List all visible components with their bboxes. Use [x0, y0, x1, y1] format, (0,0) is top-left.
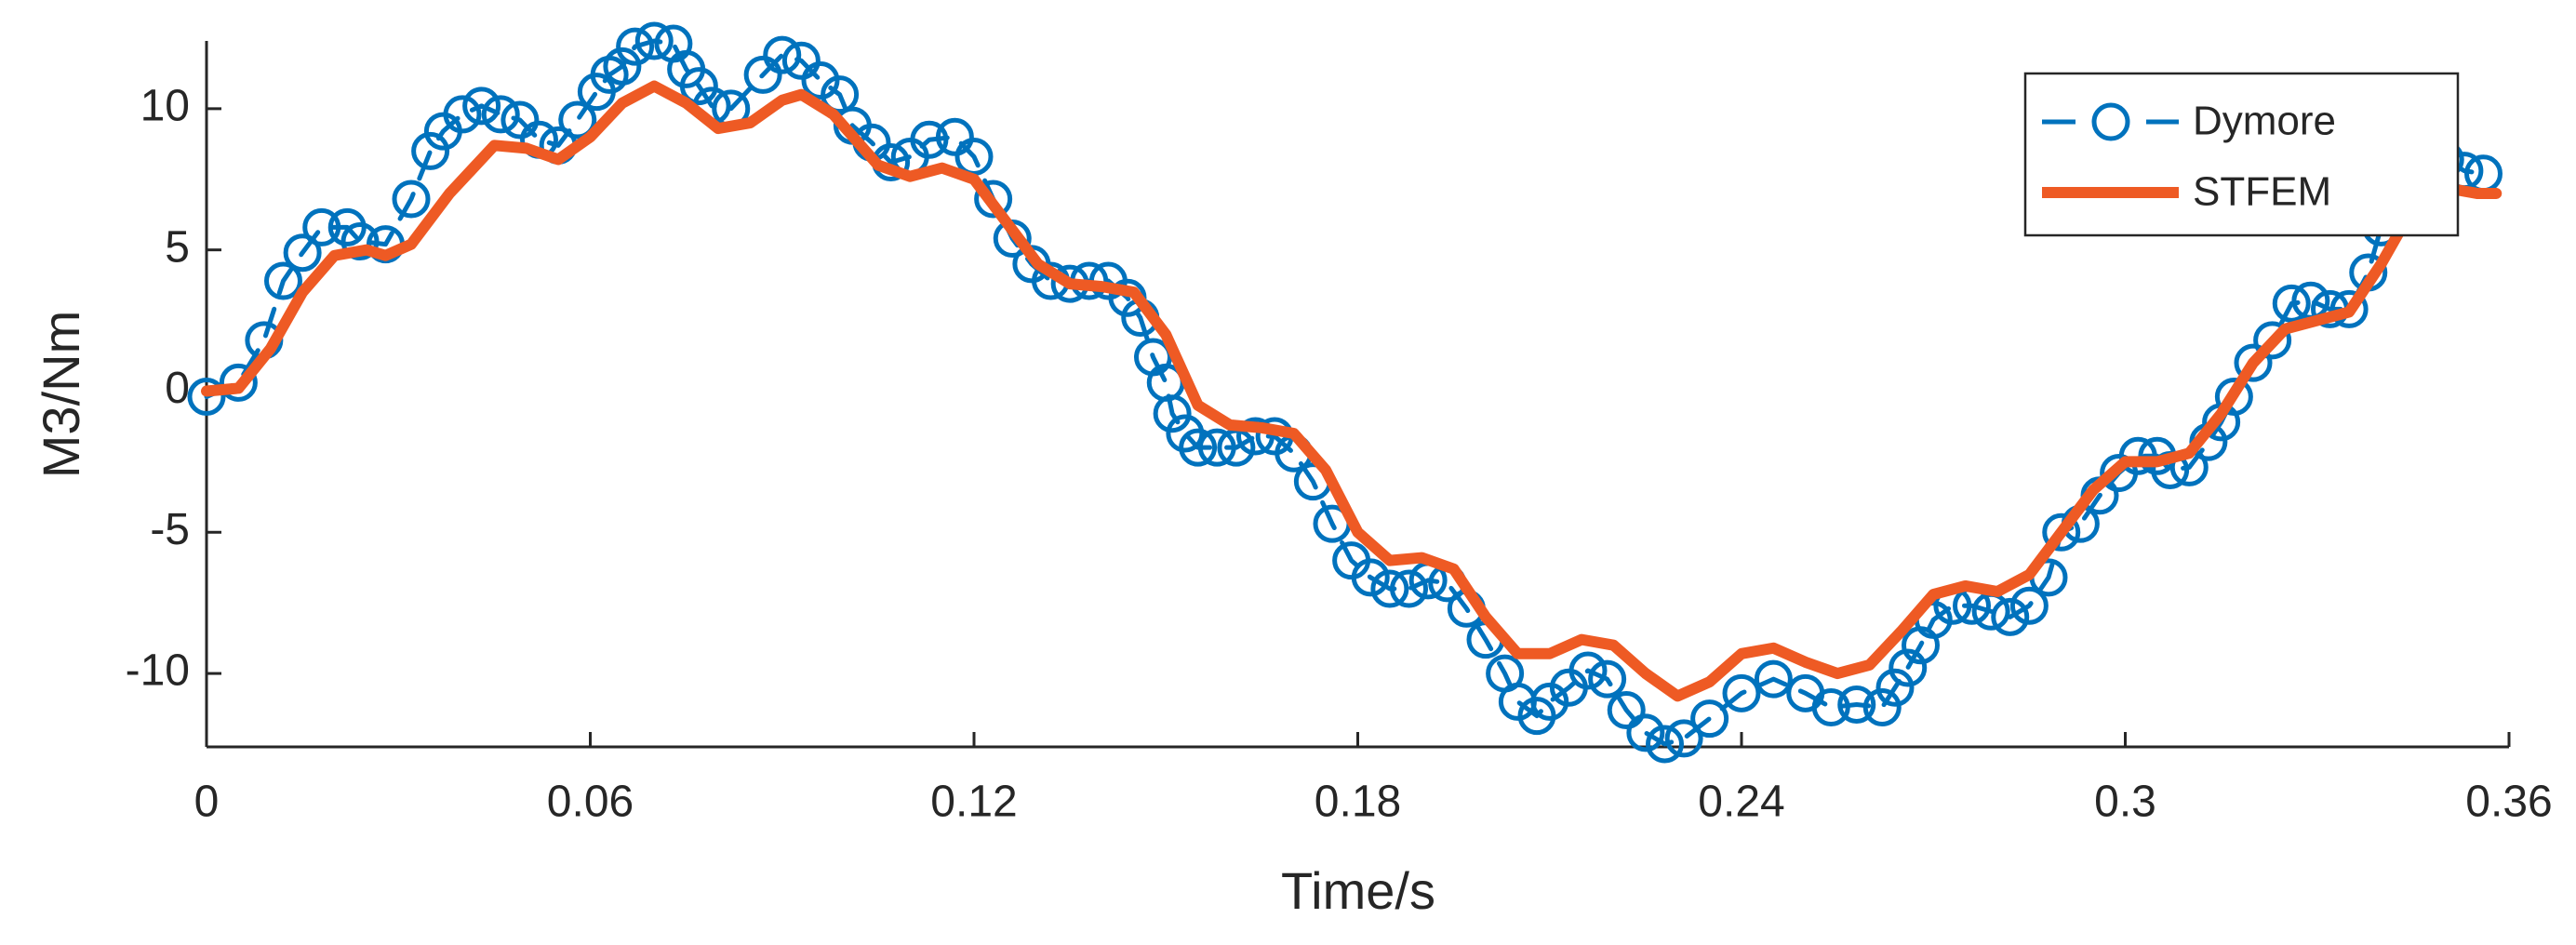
- marker: [634, 21, 674, 60]
- y-tick-label: -5: [150, 505, 190, 554]
- marker: [1197, 428, 1236, 467]
- legend-label: Dymore: [2193, 99, 2336, 144]
- marker: [219, 363, 258, 402]
- marker: [1875, 668, 1915, 707]
- x-tick-label: 0.06: [547, 778, 634, 827]
- marker: [781, 41, 821, 80]
- marker: [974, 180, 1013, 219]
- marker: [801, 61, 840, 100]
- marker: [2009, 586, 2049, 625]
- marker: [1588, 659, 1627, 699]
- marker: [1390, 569, 1428, 608]
- legend: Dymore STFEM: [2023, 72, 2460, 237]
- marker: [616, 27, 655, 66]
- marker: [481, 95, 520, 134]
- marker: [1351, 558, 1390, 597]
- x-tick-label: 0: [194, 778, 220, 827]
- marker: [411, 131, 450, 170]
- marker: [821, 75, 860, 114]
- marker: [1370, 569, 1409, 608]
- marker: [1991, 597, 2030, 636]
- marker: [1568, 651, 1608, 690]
- y-axis-label: M3/Nm: [32, 311, 90, 478]
- marker: [2329, 289, 2369, 328]
- marker: [558, 100, 597, 140]
- marker: [935, 117, 974, 156]
- marker: [603, 47, 642, 86]
- line: [201, 80, 2503, 702]
- y-tick-label: -10: [126, 646, 190, 696]
- marker: [283, 233, 322, 273]
- marker: [1837, 685, 1876, 724]
- marker: [1889, 648, 1928, 687]
- marker: [2272, 284, 2311, 323]
- marker: [1722, 673, 1761, 712]
- marker: [1607, 691, 1646, 730]
- marker: [1626, 713, 1665, 752]
- legend-marker: [2091, 102, 2130, 141]
- marker: [1179, 428, 1218, 467]
- y-tick-label: 10: [140, 82, 190, 131]
- y-tick-label: 5: [165, 222, 190, 272]
- marker: [187, 378, 226, 417]
- marker: [1646, 725, 1684, 764]
- marker: [1862, 687, 1902, 726]
- marker: [1153, 394, 1192, 433]
- marker: [1530, 682, 1569, 721]
- marker: [910, 120, 949, 159]
- marker: [443, 95, 482, 134]
- marker: [1811, 687, 1850, 726]
- marker: [501, 100, 540, 140]
- marker: [2118, 436, 2157, 475]
- marker: [679, 67, 718, 106]
- marker: [1754, 659, 1793, 699]
- marker: [340, 222, 380, 261]
- legend-box: [2023, 72, 2460, 237]
- x-tick-label: 0.18: [1315, 778, 1401, 827]
- marker: [264, 261, 302, 300]
- marker: [1690, 699, 1729, 739]
- marker: [1236, 417, 1275, 456]
- marker: [2042, 512, 2081, 552]
- marker: [302, 207, 341, 246]
- marker: [2253, 321, 2292, 360]
- y-tick-label: 0: [165, 364, 190, 413]
- marker: [1664, 719, 1703, 758]
- marker: [743, 55, 782, 94]
- x-axis-label: Time/s: [1281, 861, 1435, 920]
- marker: [763, 35, 802, 74]
- marker: [462, 87, 501, 126]
- legend-label: STFEM: [2193, 169, 2331, 215]
- x-tick-label: 0.12: [930, 778, 1017, 827]
- marker: [392, 180, 431, 219]
- marker: [2214, 378, 2253, 417]
- x-tick-label: 0.3: [2094, 778, 2156, 827]
- x-tick-label: 0.36: [2465, 778, 2552, 827]
- marker: [2234, 343, 2273, 382]
- x-tick-label: 0.24: [1698, 778, 1784, 827]
